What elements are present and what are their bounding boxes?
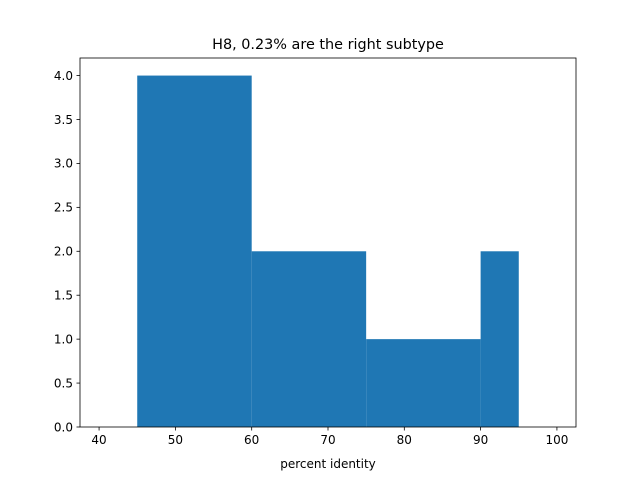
histogram-bar-1 (251, 251, 367, 427)
y-tick-label-5: 2.5 (54, 201, 73, 215)
y-tick-label-8: 4.0 (54, 69, 73, 83)
x-tick-label-0: 40 (91, 433, 106, 447)
y-tick-label-3: 1.5 (54, 289, 73, 303)
y-tick-label-1: 0.5 (54, 376, 73, 390)
x-tick-label-5: 90 (473, 433, 488, 447)
y-tick-label-4: 2.0 (54, 245, 73, 259)
x-axis-label: percent identity (280, 457, 376, 471)
x-tick-label-1: 50 (168, 433, 183, 447)
x-tick-label-4: 80 (397, 433, 412, 447)
y-tick-label-7: 3.5 (54, 113, 73, 127)
histogram-bar-3 (480, 251, 519, 427)
y-tick-label-0: 0.0 (54, 420, 73, 434)
histogram-bar-0 (137, 75, 252, 428)
x-tick-label-3: 70 (320, 433, 335, 447)
bars-group (137, 75, 519, 428)
y-tick-label-2: 1.0 (54, 332, 73, 346)
histogram-bar-2 (366, 339, 481, 427)
axes-frame (79, 57, 577, 428)
x-tick-label-6: 100 (545, 433, 568, 447)
y-axis-ticks: 0.0 0.5 1.0 1.5 2.0 2.5 3.0 3.5 4.0 (54, 69, 80, 434)
x-tick-label-2: 60 (244, 433, 259, 447)
x-axis-ticks: 40 50 60 70 80 90 100 (91, 427, 568, 447)
y-tick-label-6: 3.0 (54, 157, 73, 171)
chart-title: H8, 0.23% are the right subtype (212, 37, 444, 53)
